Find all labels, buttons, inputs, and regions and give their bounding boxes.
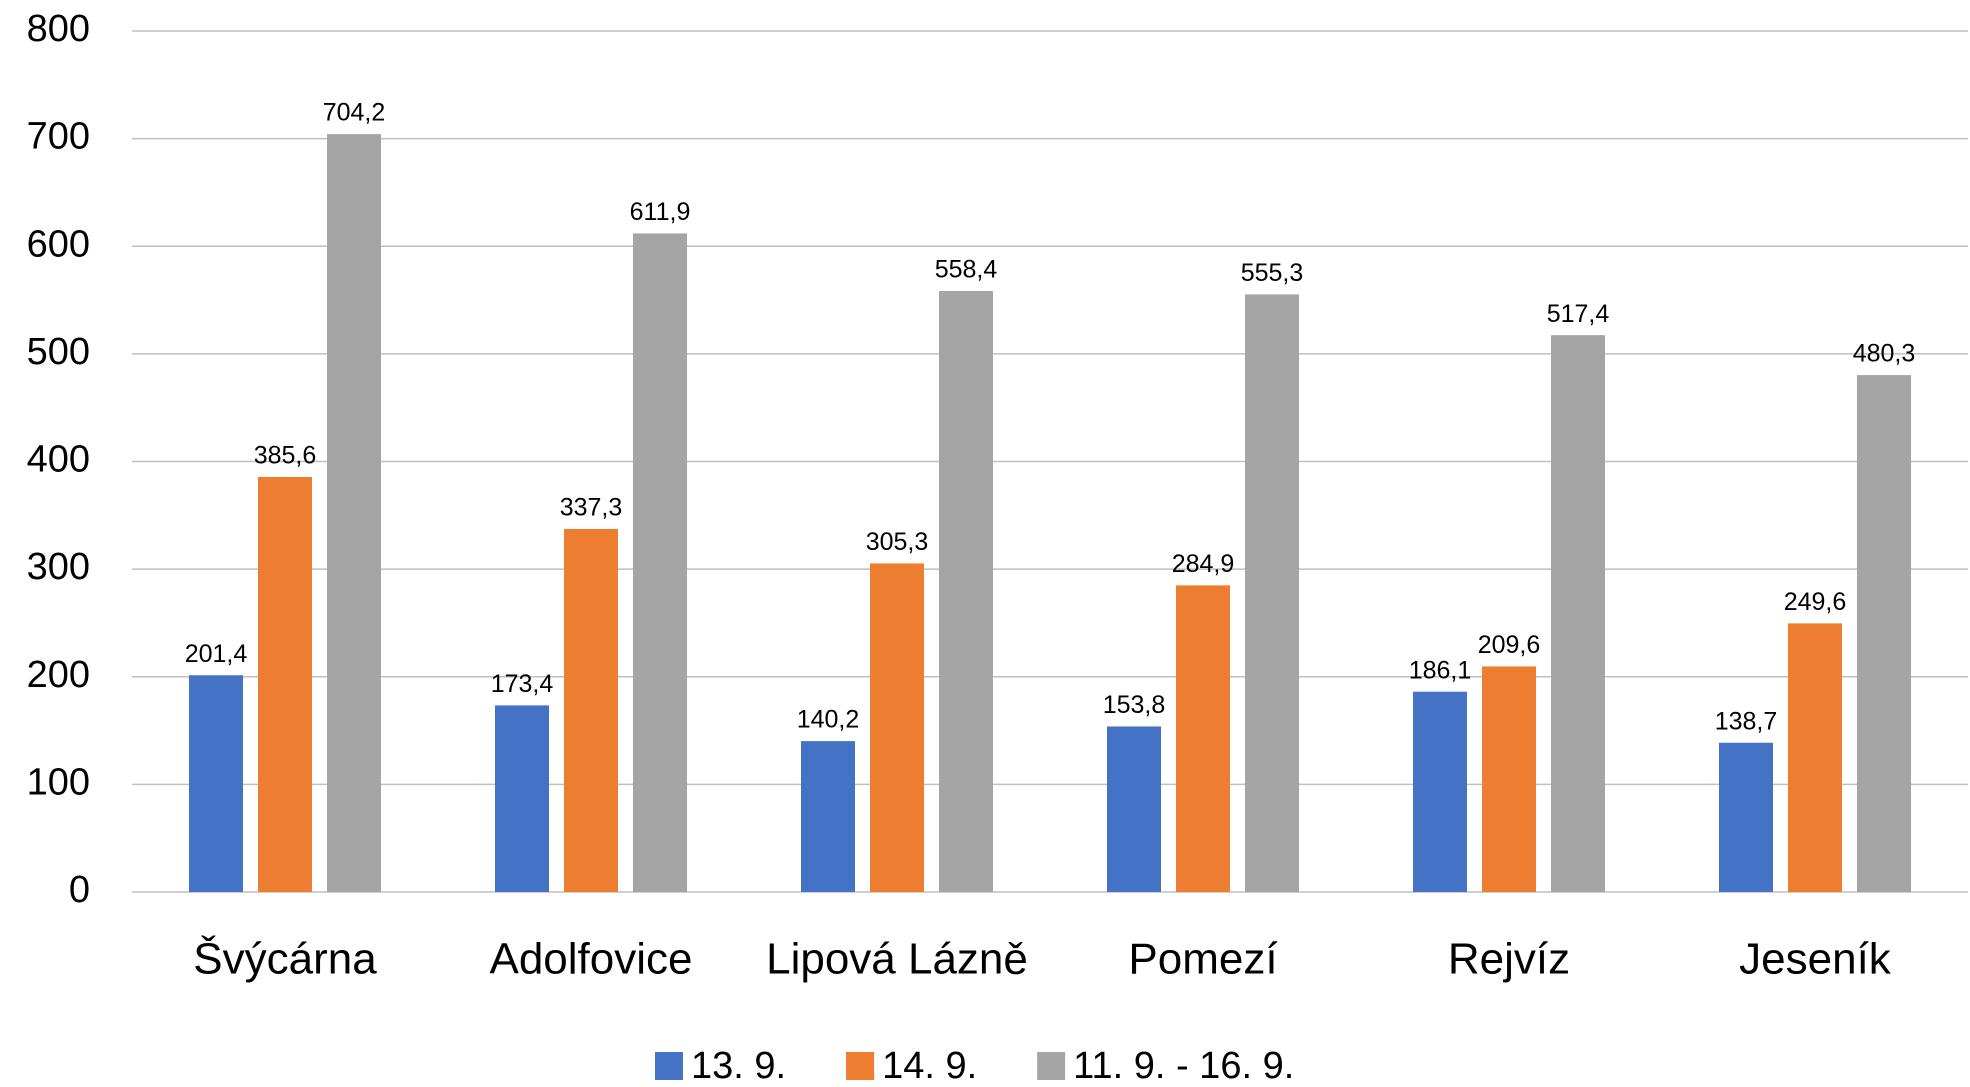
- y-tick-label: 200: [27, 654, 90, 696]
- value-label: 480,3: [1853, 340, 1916, 368]
- x-tick-label: Jeseník: [1739, 935, 1892, 984]
- bar: [1551, 335, 1605, 892]
- bar: [258, 476, 312, 892]
- value-label: 138,7: [1715, 707, 1778, 735]
- bar: [1107, 726, 1161, 892]
- bar: [1176, 585, 1230, 892]
- value-label: 284,9: [1172, 550, 1235, 578]
- value-label: 153,8: [1103, 691, 1166, 719]
- x-tick-label: Pomezí: [1128, 935, 1278, 984]
- value-label: 337,3: [560, 494, 623, 522]
- legend-label: 11. 9. - 16. 9.: [1073, 1045, 1294, 1087]
- bar: [1245, 294, 1299, 892]
- bar: [495, 705, 549, 892]
- legend-swatch: [1037, 1052, 1066, 1080]
- value-label: 173,4: [491, 670, 554, 698]
- bar: [939, 291, 993, 893]
- y-tick-label: 700: [27, 116, 90, 158]
- x-tick-label: Švýcárna: [193, 934, 377, 984]
- bar: [1857, 375, 1911, 892]
- bar: [801, 741, 855, 892]
- value-label: 186,1: [1409, 656, 1472, 684]
- y-tick-label: 0: [69, 869, 90, 911]
- bar: [189, 675, 243, 892]
- value-label: 558,4: [935, 256, 998, 284]
- value-label: 305,3: [866, 528, 929, 556]
- bar: [1482, 666, 1536, 892]
- legend-label: 14. 9.: [882, 1045, 977, 1087]
- bar: [870, 563, 924, 892]
- value-label: 140,2: [797, 706, 860, 734]
- bar: [1788, 623, 1842, 892]
- value-label: 209,6: [1478, 631, 1541, 659]
- x-tick-label: Adolfovice: [489, 935, 692, 984]
- bar: [327, 134, 381, 893]
- y-tick-label: 100: [27, 761, 90, 803]
- bar: [1719, 742, 1773, 892]
- value-label: 704,2: [323, 99, 386, 127]
- y-tick-label: 400: [27, 439, 90, 481]
- value-label: 555,3: [1241, 259, 1304, 287]
- bar: [1413, 691, 1467, 892]
- legend-swatch: [846, 1052, 875, 1080]
- value-label: 385,6: [254, 442, 317, 470]
- legend-swatch: [655, 1052, 683, 1080]
- x-tick-label: Lipová Lázně: [766, 935, 1028, 984]
- y-tick-label: 500: [27, 331, 90, 373]
- legend-label: 13. 9.: [691, 1045, 786, 1087]
- y-tick-label: 300: [27, 546, 90, 588]
- x-tick-label: Rejvíz: [1448, 935, 1570, 984]
- value-label: 249,6: [1784, 588, 1847, 616]
- bar: [564, 528, 618, 892]
- y-tick-label: 800: [27, 8, 90, 50]
- value-label: 201,4: [185, 640, 248, 668]
- value-label: 611,9: [630, 198, 691, 226]
- y-tick-label: 600: [27, 223, 90, 265]
- value-label: 517,4: [1547, 300, 1610, 328]
- bar: [633, 233, 687, 892]
